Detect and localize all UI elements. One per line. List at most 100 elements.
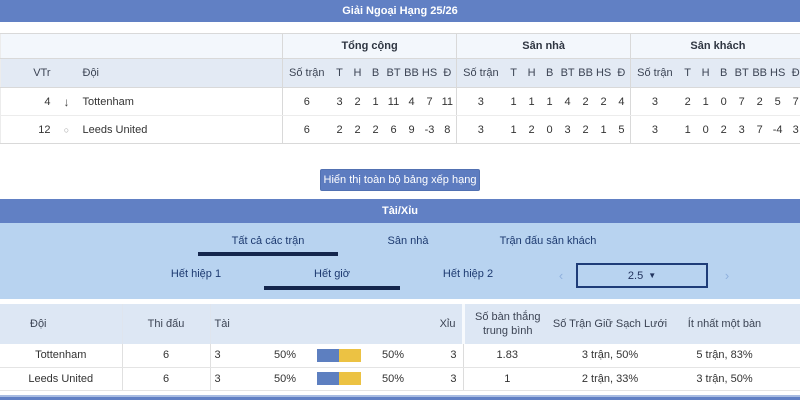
stat-cell: 3 [732,115,751,144]
stat-cell: 2 [714,115,733,144]
period-tab-row: Hết hiệp 1 Hết giờ Hết hiệp 2 ‹ 2.5 ▼ › [128,261,800,290]
team-column-header: Đội [76,58,283,88]
col-header: H [522,58,541,88]
over-bar-segment [317,348,339,362]
over-under-bar [317,348,361,362]
col-header: T [504,58,523,88]
ou-over-pct: 50% [255,367,315,391]
col-header: T [330,58,349,88]
stat-cell: 0 [696,115,715,144]
ou-under: 3 [423,344,463,368]
over-under-title: Tài/Xỉu [381,205,419,217]
stat-cell: 9 [402,115,421,144]
stat-cell: 1 [366,87,385,116]
ou-at-least-one-header: Ít nhất một bàn [669,304,800,344]
ou-spacer [315,304,363,344]
over-under-tabs-panel: Tất cả các trận Sân nhà Trận đấu sân khá… [0,223,800,299]
movement-cell: ↓ [56,87,77,116]
tab-full-time[interactable]: Hết giờ [264,261,400,290]
group-header-home: Sân nhà [456,33,631,59]
over-bar-segment [317,372,339,385]
stat-cell: 11 [438,87,457,116]
ou-row-leeds: Leeds United 6 3 50% 50% 3 1 2 trận, 33%… [0,367,800,391]
stat-cell: 3 [786,115,800,144]
next-arrow-icon[interactable]: › [724,268,730,283]
tab-all-matches[interactable]: Tất cả các trận [198,229,338,256]
league-title: Giải Ngoại Hạng 25/26 [342,5,458,17]
stat-cell: 0 [714,87,733,116]
stat-cell: 11 [384,87,403,116]
show-full-table-button[interactable]: Hiển thị toàn bộ bảng xếp hạng [320,169,480,191]
ou-bar-cell [315,344,363,368]
standings-row-leeds: 12 ○ Leeds United 6 2 2 2 6 9 -3 8 3 1 2… [0,115,800,144]
stat-cell: 2 [678,87,697,116]
dropdown-caret-icon: ▼ [648,271,657,280]
ou-header-row: Đội Thi đấu Tài Xỉu Số bàn thắng trung b… [0,304,800,344]
standings-row-tottenham: 4 ↓ Tottenham 6 3 2 1 11 4 7 11 3 1 1 1 … [0,87,800,116]
stat-cell: -4 [768,115,787,144]
under-bar-segment [339,348,361,362]
col-header: H [696,58,715,88]
stat-cell: 7 [750,115,769,144]
group-header-away: Sân khách [630,33,800,59]
ou-clean-sheets: 2 trận, 33% [551,367,669,391]
ou-played: 6 [121,344,210,368]
ou-row-tottenham: Tottenham 6 3 50% 50% 3 1.83 3 trận, 50%… [0,344,800,368]
ou-under-pct: 50% [363,367,423,391]
stat-cell: 4 [558,87,577,116]
stat-cell: 7 [732,87,751,116]
stat-cell: 6 [282,87,331,116]
stat-cell: 3 [630,115,679,144]
ou-spacer [255,304,315,344]
col-header: Số trận [282,58,331,88]
stat-cell: 1 [504,115,523,144]
team-name: Tottenham [76,87,283,116]
tab-away-matches[interactable]: Trận đấu sân khách [499,234,597,247]
col-header: Đ [786,58,800,88]
stat-cell: 2 [594,87,613,116]
tab-second-half[interactable]: Hết hiệp 2 [442,267,494,280]
ou-under: 3 [423,367,463,391]
stat-cell: 1 [522,87,541,116]
stat-cell: 7 [786,87,800,116]
stat-cell: 1 [504,87,523,116]
col-header: BT [384,58,403,88]
rank-column-header: VTr [0,58,57,88]
col-header: BB [402,58,421,88]
rank-down-icon: ↓ [63,94,70,109]
stat-cell: 3 [456,87,505,116]
movement-cell: ○ [56,115,77,144]
rank-same-icon: ○ [63,124,70,135]
col-header: HS [768,58,787,88]
stat-cell: 2 [522,115,541,144]
tab-first-half[interactable]: Hết hiệp 1 [170,267,222,280]
standings-table: Tổng cộng Sân nhà Sân khách VTr Đội Số t… [0,33,800,144]
stat-cell: 1 [678,115,697,144]
tab-home[interactable]: Sân nhà [387,234,429,247]
stat-cell: 2 [576,87,595,116]
ou-played-header: Thi đấu [121,304,210,344]
standings-group-header-row: Tổng cộng Sân nhà Sân khách [0,33,800,59]
group-header-total: Tổng cộng [282,33,457,59]
line-value: 2.5 [627,269,644,282]
stat-cell: 3 [456,115,505,144]
stat-cell: 1 [594,115,613,144]
col-header: BT [558,58,577,88]
under-bar-segment [339,372,361,385]
stat-cell: 4 [402,87,421,116]
stat-cell: 2 [330,115,349,144]
stat-cell: 0 [540,115,559,144]
stat-cell: 3 [330,87,349,116]
league-header: Giải Ngoại Hạng 25/26 [0,0,800,22]
prev-arrow-icon[interactable]: ‹ [558,268,564,283]
over-under-bar [317,372,361,385]
movement-column-header [56,58,77,88]
stat-cell: 2 [750,87,769,116]
stat-cell: 1 [696,87,715,116]
col-header: BT [732,58,751,88]
col-header: HS [420,58,439,88]
col-header: H [348,58,367,88]
col-header: Số trận [630,58,679,88]
line-selector-dropdown[interactable]: 2.5 ▼ [576,263,708,288]
col-header: Đ [612,58,631,88]
